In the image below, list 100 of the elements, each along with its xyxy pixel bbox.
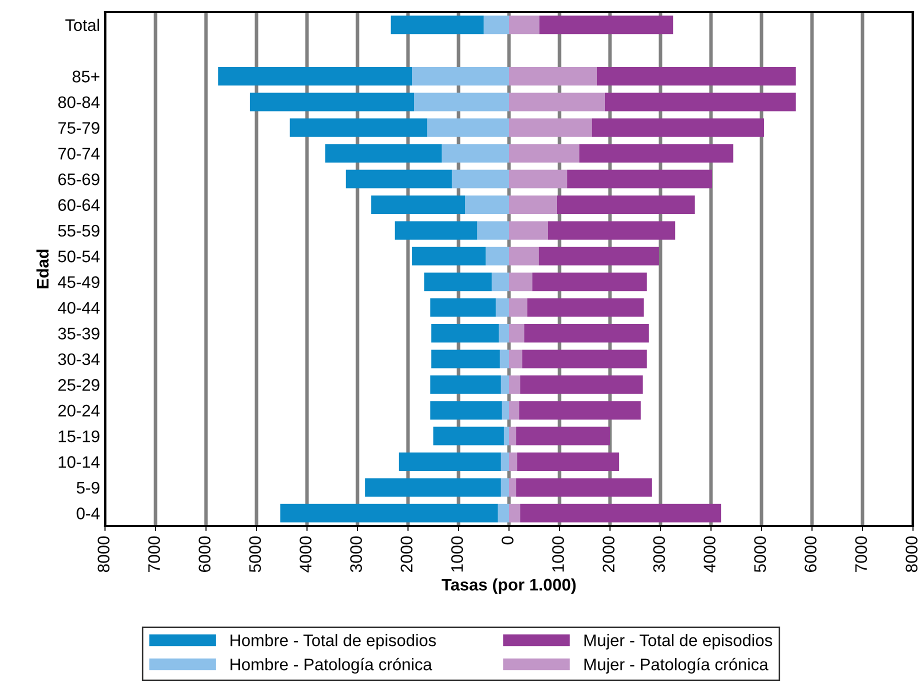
bar <box>520 375 643 394</box>
x-tick-label: 5000 <box>754 536 766 572</box>
bar <box>500 478 509 497</box>
bar <box>509 375 520 394</box>
bar <box>509 118 592 137</box>
bar <box>500 452 509 471</box>
bar <box>398 452 501 471</box>
bar <box>509 221 548 240</box>
bar <box>427 118 509 137</box>
bar <box>496 298 509 317</box>
bar <box>414 92 509 112</box>
bar <box>509 426 516 446</box>
legend-label: Hombre - Total de episodios <box>230 634 436 650</box>
bar <box>486 246 509 266</box>
legend-label: Mujer - Patología crónica <box>584 658 768 674</box>
bar <box>412 246 486 266</box>
bar <box>371 196 466 214</box>
bar <box>452 170 509 188</box>
bar <box>365 478 501 497</box>
bar <box>484 16 509 34</box>
y-tick-label: 5-9 <box>76 482 100 494</box>
bar <box>516 426 610 446</box>
bar <box>502 401 509 420</box>
bar <box>539 16 674 34</box>
y-tick-label: 20-24 <box>58 404 100 417</box>
bar <box>509 452 518 471</box>
bar <box>394 221 478 240</box>
bar <box>519 401 641 420</box>
bar <box>556 196 695 214</box>
x-tick-label: 8000 <box>98 536 110 572</box>
x-tick-label: 2000 <box>602 536 614 572</box>
bar <box>509 401 520 420</box>
x-tick-label: 1000 <box>451 536 463 572</box>
y-tick-label: 60-64 <box>58 199 100 211</box>
bar <box>430 375 501 394</box>
bar <box>524 324 649 342</box>
y-tick-label: 30-34 <box>58 353 100 366</box>
y-tick-label: 0-4 <box>76 508 100 520</box>
x-tick-label: 6000 <box>804 536 816 572</box>
bar <box>431 350 500 368</box>
bar <box>509 272 532 292</box>
bar <box>509 16 540 34</box>
bar <box>509 478 516 497</box>
y-axis-title: Edad <box>36 250 49 288</box>
y-tick-label: 40-44 <box>58 302 100 314</box>
bar <box>509 350 522 368</box>
bar <box>509 196 557 214</box>
y-tick-label: 45-49 <box>58 276 100 288</box>
bar <box>517 452 620 471</box>
bar <box>509 92 605 112</box>
bar <box>325 144 442 163</box>
bar <box>498 504 509 522</box>
bar <box>498 324 509 342</box>
bar <box>430 298 496 317</box>
x-tick-label: 5000 <box>249 536 261 572</box>
bar <box>532 272 647 292</box>
legend-label: Hombre - Patología crónica <box>230 658 432 674</box>
bar <box>596 67 796 86</box>
bar <box>431 324 499 342</box>
bar <box>509 298 528 317</box>
y-tick-label: 35-39 <box>58 328 100 340</box>
x-axis-title: Tasas (por 1.000) <box>442 578 576 594</box>
y-tick-label: 25-29 <box>58 379 100 391</box>
y-tick-label: 70-74 <box>58 148 100 160</box>
bar <box>538 246 659 266</box>
bar <box>500 375 509 394</box>
bar <box>527 298 644 317</box>
bar <box>516 478 652 497</box>
x-tick-label: 0 <box>502 536 514 544</box>
bar <box>492 272 509 292</box>
x-tick-label: 8000 <box>906 536 918 572</box>
x-tick-label: 4000 <box>704 536 716 572</box>
x-tick-label: 7000 <box>148 536 160 572</box>
bar <box>442 144 509 163</box>
x-tick-label: 7000 <box>855 536 867 572</box>
y-tick-label: 10-14 <box>58 456 100 468</box>
bar <box>412 67 509 86</box>
bar <box>509 67 597 86</box>
x-tick-label: 4000 <box>300 536 312 572</box>
bar <box>433 426 504 446</box>
y-tick-label: 65-69 <box>58 173 100 186</box>
x-tick-label: 1000 <box>552 536 564 572</box>
y-tick-label: 55-59 <box>58 224 100 237</box>
bar <box>477 221 509 240</box>
x-tick-label: 3000 <box>653 536 665 572</box>
bar <box>346 170 452 188</box>
bar <box>520 504 722 522</box>
bar <box>509 504 520 522</box>
bar <box>424 272 492 292</box>
x-tick-label: 6000 <box>198 536 210 572</box>
bar <box>509 246 539 266</box>
bar <box>290 118 428 137</box>
bar <box>430 401 502 420</box>
y-tick-label: 50-54 <box>58 250 100 262</box>
bar <box>504 426 509 446</box>
x-tick-label: 2000 <box>400 536 412 572</box>
bar <box>509 170 568 188</box>
bar <box>500 350 509 368</box>
bar <box>509 144 580 163</box>
bar <box>604 92 796 112</box>
